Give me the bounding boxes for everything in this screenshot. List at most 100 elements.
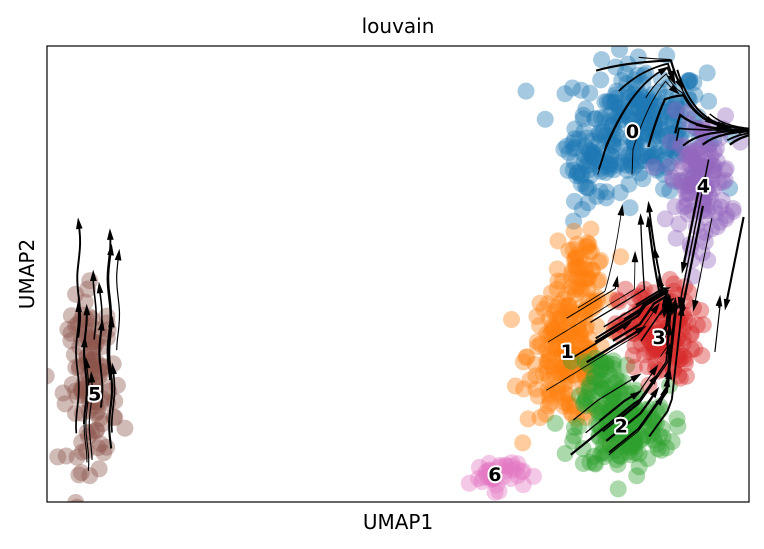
cell-point bbox=[556, 364, 574, 382]
streamline-arrowhead bbox=[620, 321, 633, 331]
cell-point bbox=[616, 280, 634, 298]
cell-point bbox=[572, 270, 590, 288]
plot-area bbox=[47, 46, 764, 502]
cell-point bbox=[685, 74, 703, 91]
cell-point bbox=[479, 462, 497, 480]
cell-point bbox=[688, 158, 706, 176]
cell-point bbox=[570, 130, 588, 148]
cell-point bbox=[592, 361, 609, 379]
cell-point bbox=[645, 158, 663, 176]
cell-point bbox=[93, 338, 111, 355]
cell-point bbox=[531, 317, 548, 334]
cell-point bbox=[698, 64, 716, 82]
cell-point bbox=[571, 387, 588, 405]
cell-point bbox=[562, 322, 580, 340]
streamline bbox=[92, 276, 97, 340]
cell-point bbox=[531, 294, 549, 312]
cell-point bbox=[548, 299, 565, 316]
cell-point bbox=[641, 148, 659, 166]
cell-point bbox=[620, 432, 638, 450]
cell-point bbox=[693, 244, 711, 262]
streamline-arrowhead bbox=[110, 362, 117, 375]
cell-point bbox=[655, 180, 672, 198]
cell-point bbox=[703, 171, 721, 189]
cell-point bbox=[631, 124, 649, 142]
cell-point bbox=[649, 440, 667, 458]
cell-point bbox=[667, 94, 685, 112]
cell-point bbox=[609, 480, 627, 498]
cell-point bbox=[537, 405, 555, 423]
cell-point bbox=[681, 176, 699, 194]
cell-point bbox=[568, 268, 586, 286]
cell-point bbox=[517, 82, 535, 100]
cell-point bbox=[490, 482, 508, 500]
streamline-arrowhead bbox=[645, 215, 653, 228]
cell-point bbox=[557, 342, 575, 360]
cell-point bbox=[692, 302, 710, 319]
streamline-arrowhead bbox=[757, 127, 764, 134]
cell-point bbox=[514, 353, 532, 371]
cell-point bbox=[590, 271, 608, 289]
cell-point bbox=[562, 403, 580, 421]
cell-point bbox=[624, 145, 642, 163]
cell-point bbox=[579, 364, 597, 382]
cell-point bbox=[108, 376, 126, 394]
cell-point bbox=[689, 155, 707, 173]
cell-point bbox=[570, 358, 588, 376]
cell-point bbox=[545, 321, 562, 339]
cell-point bbox=[570, 315, 588, 333]
cell-point bbox=[70, 498, 84, 502]
cell-point bbox=[593, 380, 611, 397]
cell-point bbox=[538, 365, 556, 383]
cell-point bbox=[693, 347, 711, 364]
cell-point bbox=[662, 133, 680, 151]
cell-point bbox=[72, 464, 90, 482]
cell-point bbox=[696, 233, 714, 251]
cell-point bbox=[713, 191, 731, 209]
cell-point bbox=[666, 136, 684, 154]
cell-point bbox=[632, 431, 650, 449]
cell-point bbox=[502, 470, 520, 487]
cell-point bbox=[624, 346, 642, 364]
cell-point bbox=[705, 180, 723, 197]
cell-point bbox=[70, 466, 88, 484]
cell-point bbox=[580, 152, 598, 170]
cell-point bbox=[605, 161, 623, 179]
streamline-arrowhead bbox=[114, 248, 122, 261]
streamline-arrowhead bbox=[677, 296, 685, 309]
cell-point bbox=[543, 337, 561, 355]
cell-point bbox=[640, 329, 657, 347]
cell-point bbox=[576, 365, 594, 383]
cell-point bbox=[677, 185, 695, 202]
cell-point bbox=[525, 467, 542, 485]
cell-point bbox=[572, 326, 590, 344]
cell-point bbox=[689, 140, 707, 158]
cell-point bbox=[592, 380, 610, 397]
cell-point bbox=[590, 428, 608, 446]
cell-point bbox=[620, 432, 638, 450]
cell-point bbox=[583, 261, 601, 279]
cell-point bbox=[503, 457, 521, 475]
cell-point bbox=[700, 184, 717, 202]
cell-point bbox=[659, 139, 677, 157]
cell-point bbox=[567, 257, 585, 275]
cell-point bbox=[76, 293, 94, 311]
cell-point bbox=[634, 170, 652, 188]
cell-point bbox=[580, 161, 598, 179]
cell-point bbox=[581, 343, 599, 361]
streamline bbox=[638, 56, 711, 122]
cell-point bbox=[569, 320, 587, 338]
cell-point bbox=[592, 372, 610, 390]
cell-point bbox=[580, 379, 598, 397]
cell-point bbox=[585, 368, 603, 386]
cell-point bbox=[682, 148, 699, 166]
cluster-label-4: 4 bbox=[697, 176, 710, 198]
cell-point bbox=[636, 106, 654, 123]
cell-point bbox=[661, 157, 679, 175]
cell-point bbox=[574, 455, 592, 472]
cell-point bbox=[641, 332, 659, 350]
cell-point bbox=[626, 435, 644, 453]
cell-point bbox=[579, 194, 597, 212]
cell-point bbox=[629, 48, 647, 66]
